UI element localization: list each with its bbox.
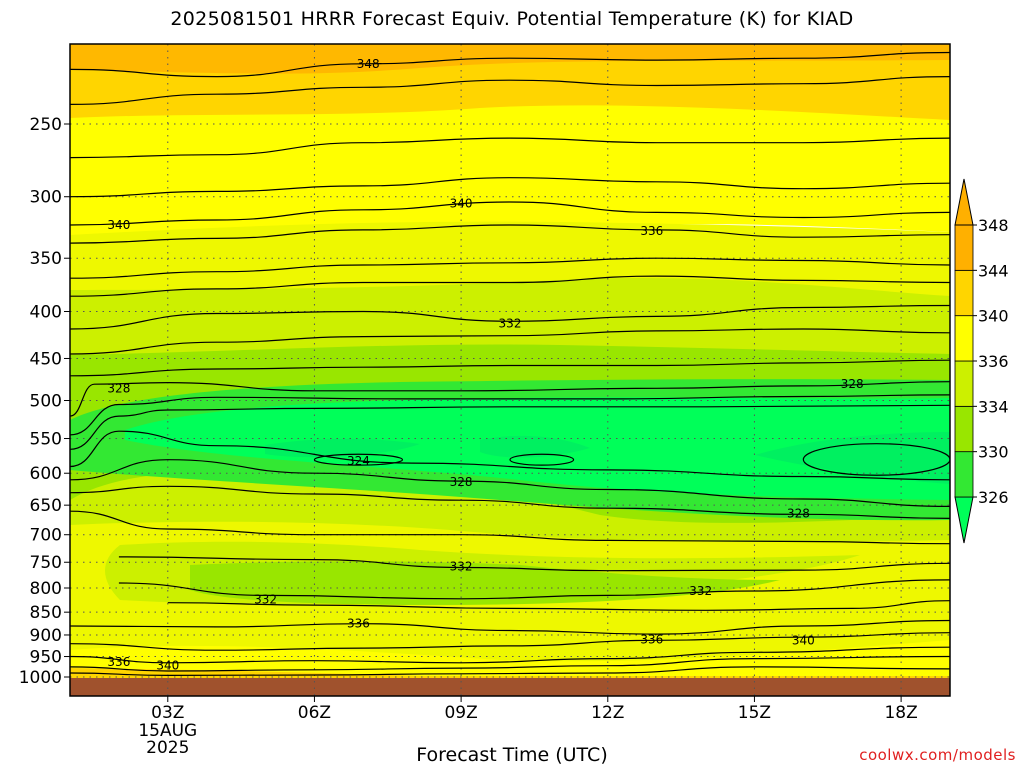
colorbar-label: 330 [978, 443, 1009, 462]
colorbar-segment [954, 224, 974, 271]
colorbar-label: 326 [978, 488, 1009, 507]
contour-label: 328 [450, 475, 473, 489]
contour-line [70, 275, 950, 297]
y-tick-label: 1000 [19, 668, 62, 688]
date-label: 15AUG [138, 721, 197, 741]
band-min-324 [265, 432, 950, 484]
contour-label: 340 [450, 196, 473, 210]
contour-label: 332 [254, 592, 277, 606]
contour-line [70, 76, 950, 105]
contour-line [70, 655, 950, 672]
contour-line [70, 485, 950, 519]
x-tick-label: 09Z [444, 703, 477, 723]
colorbar-label: 334 [978, 397, 1009, 416]
contour-label: 340 [107, 218, 130, 232]
x-tick-label: 15Z [738, 703, 771, 723]
colorbar-segment [954, 451, 974, 498]
colorbar-segment [954, 360, 974, 407]
contour-line [70, 177, 950, 198]
credit-link[interactable]: coolwx.com/models [859, 746, 1016, 764]
date-label: 2025 [146, 738, 189, 758]
contour-line [70, 619, 950, 635]
contour-line [802, 443, 950, 476]
contour-line [70, 304, 950, 330]
contour-label: 336 [107, 655, 130, 669]
y-tick-label: 450 [30, 349, 62, 369]
x-tick-label: 12Z [591, 703, 624, 723]
x-tick-label: 18Z [884, 703, 917, 723]
y-tick-label: 850 [30, 603, 62, 623]
contour-line [70, 404, 950, 450]
colorbar-label: 348 [978, 216, 1009, 235]
y-tick-label: 400 [30, 302, 62, 322]
contour-line [70, 359, 950, 377]
contour-label: 348 [357, 57, 380, 71]
y-tick-label: 550 [30, 430, 62, 450]
y-tick-label: 650 [30, 496, 62, 516]
contour-line [70, 137, 950, 159]
contour-line [118, 556, 950, 572]
y-tick-label: 950 [30, 648, 62, 668]
contour-line [70, 201, 950, 226]
chart-title: 2025081501 HRRR Forecast Equiv. Potentia… [170, 8, 854, 30]
plot-frame [69, 43, 951, 697]
contour-line [70, 224, 950, 244]
y-tick-label: 500 [30, 392, 62, 412]
contour-label: 340 [792, 633, 815, 647]
contour-line [70, 51, 950, 78]
colorbar-segment [954, 315, 974, 362]
contour-line [167, 600, 950, 611]
contour-line [118, 579, 950, 600]
y-tick-label: 700 [30, 526, 62, 546]
contour-line [313, 453, 404, 466]
x-tick-label: 06Z [298, 703, 331, 723]
colorbar-label: 344 [978, 261, 1009, 280]
y-tick-label: 800 [30, 579, 62, 599]
contour-line [70, 381, 950, 417]
colorbar-segment [954, 405, 974, 453]
band-330-low [190, 561, 780, 605]
y-tick-label: 350 [30, 249, 62, 269]
contour-label: 332 [499, 316, 522, 330]
y-tick-label: 250 [30, 115, 62, 135]
y-tick-label: 900 [30, 626, 62, 646]
colorbar-extend-low [954, 496, 974, 544]
contour-line [70, 632, 950, 651]
contour-line [70, 257, 950, 279]
contour-line [70, 394, 950, 436]
contour-label: 332 [689, 584, 712, 598]
colorbar-extend-high [954, 178, 974, 226]
y-tick-label: 750 [30, 553, 62, 573]
colorbar-label: 340 [978, 307, 1009, 326]
contour-label: 340 [156, 659, 179, 673]
contour-line [70, 328, 950, 355]
contour-label: 324 [347, 454, 370, 468]
band-340-344 [70, 105, 950, 242]
y-tick-label: 300 [30, 188, 62, 208]
contour-label: 328 [787, 507, 810, 521]
contour-line [70, 510, 950, 545]
contour-line [70, 459, 950, 507]
y-tick-label: 600 [30, 464, 62, 484]
contour-label: 328 [107, 381, 130, 395]
contour-line [70, 430, 950, 481]
contour-line [509, 453, 575, 466]
contour-label: 328 [841, 377, 864, 391]
contour-line [70, 666, 950, 677]
colorbar-label: 336 [978, 352, 1009, 371]
contour-label: 336 [640, 632, 663, 646]
contour-line [70, 646, 950, 664]
ground-strip [70, 678, 950, 696]
colorbar-segment [954, 269, 974, 317]
contour-label: 336 [640, 224, 663, 238]
x-tick-label: 03Z [151, 703, 184, 723]
contour-label: 332 [450, 559, 473, 573]
contour-label: 336 [347, 617, 370, 631]
x-axis-label: Forecast Time (UTC) [416, 744, 608, 766]
